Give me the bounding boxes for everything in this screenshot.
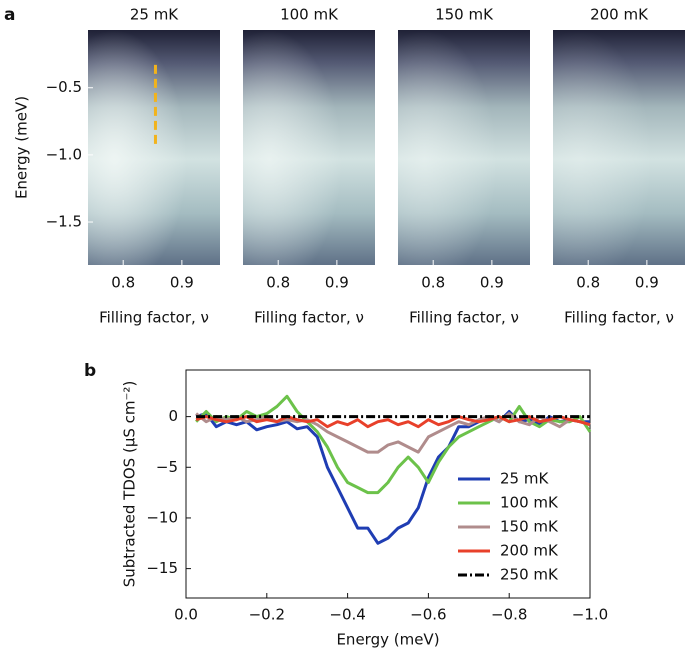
panel-title: 25 mK [130, 6, 179, 24]
series-line [195, 415, 591, 429]
x-axis-label: Filling factor, ν [409, 309, 519, 327]
y-axis-label: Energy (meV) [13, 96, 31, 199]
plot-frame [185, 369, 591, 599]
x-tick-label: −0.2 [249, 606, 285, 624]
x-tick-label: 0.9 [170, 274, 194, 292]
x-axis-label: Energy (meV) [336, 631, 439, 649]
x-tick-label: 0.0 [174, 606, 198, 624]
y-tick-label: 0 [168, 407, 178, 425]
panel-label: b [84, 361, 96, 381]
x-tick-label: 0.8 [576, 274, 600, 292]
legend-label: 100 mK [500, 494, 559, 512]
y-tick-label: −15 [146, 559, 178, 577]
panel-title: 200 mK [590, 6, 649, 24]
y-axis-label: Subtracted TDOS (μS cm⁻²) [121, 381, 139, 588]
legend-label: 25 mK [500, 470, 549, 488]
x-tick-label: 0.9 [325, 274, 349, 292]
heatmap-highlight [553, 30, 685, 265]
series-line [195, 410, 590, 545]
panel-title: 100 mK [280, 6, 339, 24]
x-tick-label: −0.4 [329, 606, 365, 624]
y-tick-label: −5 [156, 458, 178, 476]
x-axis-label: Filling factor, ν [99, 309, 209, 327]
y-tick-label: −10 [146, 508, 178, 526]
x-tick-label: 0.9 [635, 274, 659, 292]
x-tick-label: 0.8 [111, 274, 135, 292]
heatmap-highlight [398, 30, 530, 265]
panel-label: a [4, 5, 15, 25]
panel-title: 150 mK [435, 6, 494, 24]
y-tick-label: −1.5 [46, 213, 82, 231]
x-tick-label: −0.6 [410, 606, 446, 624]
x-tick-label: 0.8 [421, 274, 445, 292]
legend-label: 200 mK [500, 542, 559, 560]
legend-label: 150 mK [500, 518, 559, 536]
x-tick-label: −0.8 [491, 606, 527, 624]
x-axis-label: Filling factor, ν [254, 309, 364, 327]
x-axis-label: Filling factor, ν [564, 309, 674, 327]
y-tick-label: −0.5 [46, 78, 82, 96]
x-tick-label: 0.9 [480, 274, 504, 292]
legend-label: 250 mK [500, 566, 559, 584]
y-tick-label: −1.0 [46, 145, 82, 163]
x-tick-label: −1.0 [572, 606, 608, 624]
series-line [195, 412, 591, 454]
x-tick-label: 0.8 [266, 274, 290, 292]
heatmap-highlight [243, 30, 375, 265]
series-line [195, 394, 592, 495]
